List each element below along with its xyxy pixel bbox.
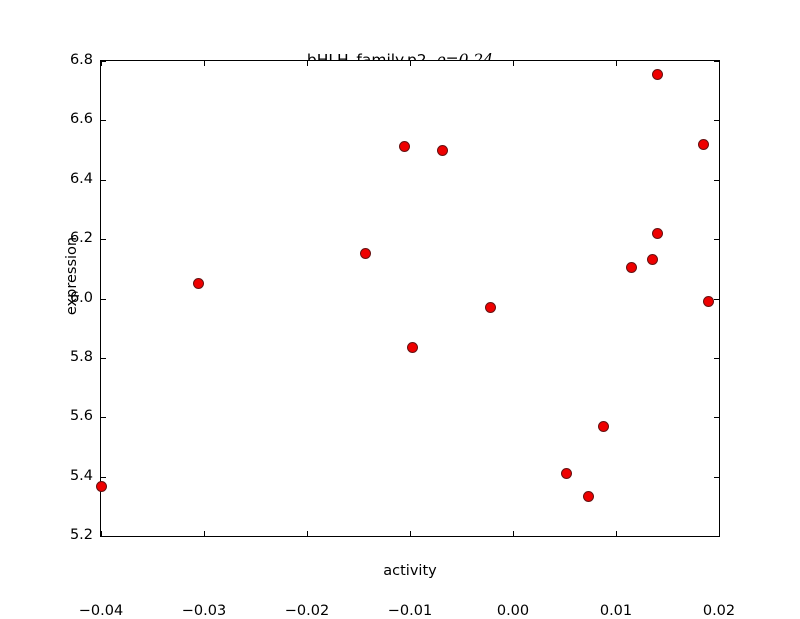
scatter-point (399, 141, 411, 152)
y-axis-tick-right (714, 536, 719, 537)
scatter-point (193, 277, 205, 289)
y-axis-tick-label: 6.0 (69, 289, 93, 306)
x-axis-tick (101, 531, 102, 536)
x-axis-tick (410, 531, 411, 536)
y-axis-tick-label: 5.4 (69, 467, 93, 484)
x-axis-tick-label: −0.04 (78, 603, 124, 619)
y-axis-tick-right (714, 298, 719, 300)
y-axis-tick-right (714, 357, 719, 359)
y-axis-tick-label: 5.2 (69, 527, 93, 543)
x-axis-tick (513, 531, 514, 536)
scatter-plot-figure: bHLH_family.p2, ρ=0.24 hg18_v1_chr6_+_12… (64, 51, 736, 619)
y-axis-tick-label: 6.4 (69, 170, 93, 187)
x-axis-tick-top (307, 61, 308, 66)
y-axis-tick-label: 6.6 (69, 111, 93, 128)
y-axis-tick-right (714, 120, 719, 122)
y-axis-tick (101, 179, 106, 181)
y-axis-tick-label: 6.2 (69, 230, 93, 247)
x-axis-tick-top (616, 61, 617, 66)
y-axis-label: expression (64, 236, 80, 316)
y-axis-tick-right (714, 417, 719, 419)
scatter-point (360, 247, 372, 259)
scatter-point (484, 301, 496, 313)
scatter-point (582, 491, 594, 503)
scatter-point (95, 480, 107, 492)
x-axis-tick-label: −0.01 (387, 603, 433, 619)
y-axis-tick (101, 239, 106, 241)
x-axis-tick (307, 531, 308, 536)
scatter-point (703, 295, 715, 307)
y-axis-tick-label: 6.8 (69, 52, 93, 68)
x-axis-tick (204, 531, 205, 536)
scatter-point (646, 253, 658, 265)
x-axis-tick-label: 0.02 (702, 603, 736, 619)
scatter-point (561, 468, 573, 480)
y-axis-tick-label: 5.8 (69, 348, 93, 365)
x-axis-tick-top (719, 61, 720, 66)
y-axis-tick-right (714, 179, 719, 181)
scatter-point (598, 420, 610, 432)
x-axis-tick-label: −0.03 (181, 603, 227, 619)
scatter-point (625, 262, 637, 274)
y-axis-tick-label: 5.6 (69, 408, 93, 425)
plot-axes: −0.04 −0.03 −0.02 −0.01 0.00 0.01 0.02 5.2 5.4 5.… (70, 52, 735, 619)
scatter-point (406, 342, 418, 354)
x-axis-label: activity (383, 563, 437, 579)
scatter-point (698, 138, 710, 150)
y-axis-tick (101, 476, 106, 478)
y-axis-tick (101, 120, 106, 122)
y-axis-tick-right (714, 61, 719, 62)
y-axis-tick (101, 61, 106, 62)
x-axis-tick-top (410, 61, 411, 66)
plot-data-area: −0.04 −0.03 −0.02 −0.01 0.00 0.01 0.02 5.2 5.4 5.… (70, 52, 735, 619)
x-axis-tick-label: 0.01 (599, 603, 633, 619)
y-axis-tick-right (714, 476, 719, 478)
y-axis-tick (101, 417, 106, 419)
y-axis-tick (101, 298, 106, 300)
scatter-point (651, 228, 663, 240)
x-axis-tick-label: −0.02 (284, 603, 330, 619)
y-axis-tick-right (714, 239, 719, 241)
x-axis-tick (719, 531, 720, 536)
y-axis-tick (101, 536, 106, 537)
scatter-point (437, 145, 449, 157)
y-axis-tick (101, 357, 106, 359)
x-axis-tick-label: 0.00 (496, 603, 530, 619)
scatter-point (651, 68, 663, 80)
x-axis-tick-top (513, 61, 514, 66)
x-axis-tick-top (204, 61, 205, 66)
x-axis-tick (616, 531, 617, 536)
x-axis-tick-top (101, 61, 102, 66)
